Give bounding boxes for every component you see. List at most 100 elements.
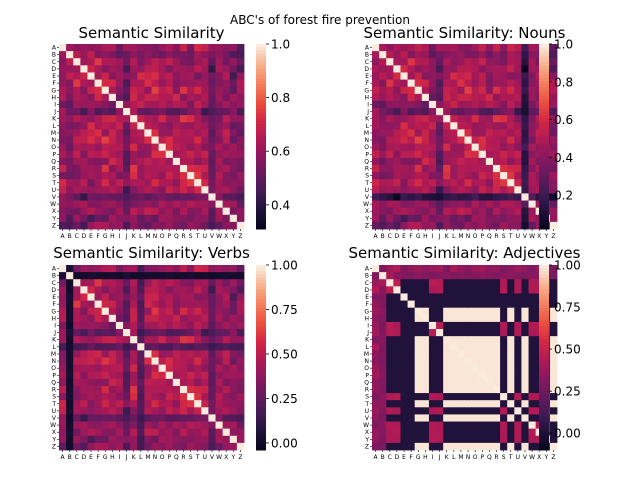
x-tick-label: O — [473, 233, 478, 240]
heatmap-cell — [172, 364, 181, 373]
colorbar-segment — [539, 139, 549, 144]
heatmap-cell — [215, 150, 224, 159]
heatmap-cell — [386, 186, 394, 194]
heatmap-cell — [222, 421, 231, 430]
y-tick-label: I — [367, 322, 369, 329]
heatmap-cell — [172, 272, 181, 280]
heatmap-cell — [144, 329, 152, 337]
x-tick-label: G — [416, 233, 421, 240]
heatmap-cell — [80, 265, 88, 273]
colorbar-segment — [256, 440, 266, 445]
heatmap-cell — [80, 300, 88, 309]
heatmap-cell — [386, 407, 394, 415]
heatmap-cell — [137, 108, 145, 116]
heatmap-cell — [222, 414, 231, 422]
heatmap-cell — [407, 371, 416, 380]
heatmap-cell — [137, 314, 145, 323]
y-tick-label: U — [365, 408, 369, 415]
heatmap-cell — [137, 371, 145, 380]
heatmap-cell — [393, 293, 401, 301]
heatmap-cell — [500, 93, 508, 102]
heatmap-cell — [201, 378, 209, 387]
heatmap-cell — [187, 393, 195, 401]
heatmap-cell — [59, 115, 67, 123]
heatmap-cell — [130, 435, 138, 444]
heatmap-cell — [87, 442, 95, 451]
heatmap-cell — [386, 115, 394, 123]
heatmap-cell — [436, 79, 444, 88]
heatmap-cell — [407, 100, 416, 109]
heatmap-cell — [80, 421, 88, 430]
colorbar-segment — [539, 332, 549, 337]
heatmap-cell — [549, 207, 558, 216]
heatmap-cell — [187, 164, 195, 173]
heatmap-cell — [66, 129, 74, 137]
colorbar-segment — [256, 213, 266, 218]
heatmap-cell — [521, 179, 529, 187]
heatmap-cell — [87, 186, 95, 194]
heatmap-cell — [464, 221, 473, 230]
heatmap-cell — [172, 79, 181, 88]
colorbar-segment — [539, 351, 549, 355]
heatmap-cell — [236, 371, 245, 380]
heatmap-cell — [94, 44, 103, 52]
heatmap-cell — [400, 435, 408, 444]
heatmap-cell — [528, 400, 537, 408]
heatmap-cell — [372, 293, 380, 301]
heatmap-cell — [123, 385, 131, 394]
heatmap-cell — [66, 350, 74, 358]
heatmap-cell — [407, 58, 416, 66]
heatmap-cell — [478, 350, 487, 358]
heatmap-cell — [485, 136, 494, 145]
heatmap-cell — [172, 400, 181, 408]
heatmap-cell — [428, 122, 437, 130]
heatmap-cell — [428, 186, 437, 194]
colorbar-segment — [256, 81, 266, 85]
heatmap-cell — [478, 442, 487, 451]
heatmap-cell — [130, 421, 138, 430]
heatmap-cell — [236, 286, 245, 294]
heatmap-cell — [108, 150, 117, 159]
heatmap-cell — [428, 44, 437, 52]
heatmap-cell — [151, 400, 160, 408]
colorbar-segment — [256, 133, 266, 137]
heatmap-cell — [144, 314, 152, 323]
heatmap-cell — [108, 321, 117, 330]
heatmap-cell — [478, 157, 487, 166]
heatmap-cell — [130, 385, 138, 394]
heatmap-cell — [208, 172, 216, 180]
heatmap-cell — [229, 314, 238, 323]
heatmap-cell — [201, 314, 209, 323]
heatmap-cell — [379, 193, 387, 201]
heatmap-cell — [73, 371, 81, 380]
heatmap-cell — [80, 214, 88, 223]
heatmap-cell — [485, 286, 494, 294]
heatmap-cell — [80, 385, 88, 394]
heatmap-cell — [201, 321, 209, 330]
heatmap-panel-3: Semantic Similarity: VerbsABCDEFGHIJKLMN… — [50, 244, 298, 461]
colorbar-segment — [539, 114, 549, 119]
heatmap-cell — [222, 300, 231, 309]
heatmap-cell — [236, 122, 245, 130]
colorbar-segment — [539, 192, 549, 196]
heatmap-cell — [485, 314, 494, 323]
heatmap-cell — [521, 442, 529, 451]
heatmap-cell — [208, 51, 216, 59]
heatmap-cell — [229, 407, 238, 415]
heatmap-cell — [94, 428, 103, 437]
x-tick-label: P — [167, 233, 171, 240]
x-tick-label: W — [529, 233, 535, 240]
heatmap-cell — [421, 129, 430, 137]
colorbar-segment — [539, 195, 549, 199]
heatmap-cell — [80, 350, 88, 358]
heatmap-cell — [194, 193, 202, 201]
heatmap-cell — [194, 329, 202, 337]
heatmap-cell — [94, 336, 103, 344]
heatmap-cell — [393, 364, 401, 373]
heatmap-cell — [172, 350, 181, 358]
heatmap-cell — [80, 279, 88, 287]
heatmap-cell — [421, 371, 430, 380]
heatmap-cell — [492, 385, 501, 394]
heatmap-cell — [492, 357, 501, 366]
heatmap-cell — [165, 72, 174, 80]
